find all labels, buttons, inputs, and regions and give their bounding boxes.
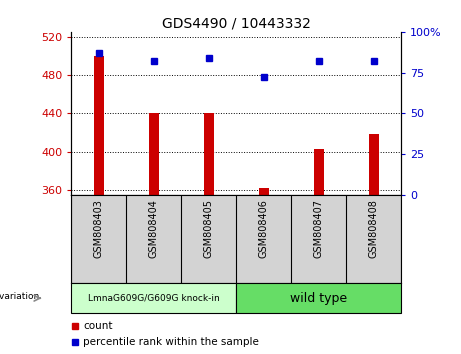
Text: percentile rank within the sample: percentile rank within the sample (83, 337, 259, 347)
Text: count: count (83, 321, 112, 331)
Text: GSM808404: GSM808404 (149, 199, 159, 258)
Bar (204, 113, 214, 195)
Text: GSM808408: GSM808408 (369, 199, 378, 258)
Bar (236, 283, 401, 313)
Text: GSM808405: GSM808405 (204, 199, 214, 258)
Bar (314, 149, 324, 195)
Bar (94, 56, 104, 195)
Text: GSM808403: GSM808403 (94, 199, 104, 258)
Text: GSM808406: GSM808406 (259, 199, 269, 258)
Text: LmnaG609G/G609G knock-in: LmnaG609G/G609G knock-in (88, 294, 220, 303)
Text: genotype/variation: genotype/variation (0, 292, 39, 301)
Bar (149, 113, 159, 195)
Text: GSM808407: GSM808407 (313, 199, 324, 258)
Bar (259, 188, 269, 195)
Bar (369, 135, 378, 195)
Bar (71, 283, 236, 313)
Text: wild type: wild type (290, 292, 347, 305)
Title: GDS4490 / 10443332: GDS4490 / 10443332 (162, 17, 311, 31)
